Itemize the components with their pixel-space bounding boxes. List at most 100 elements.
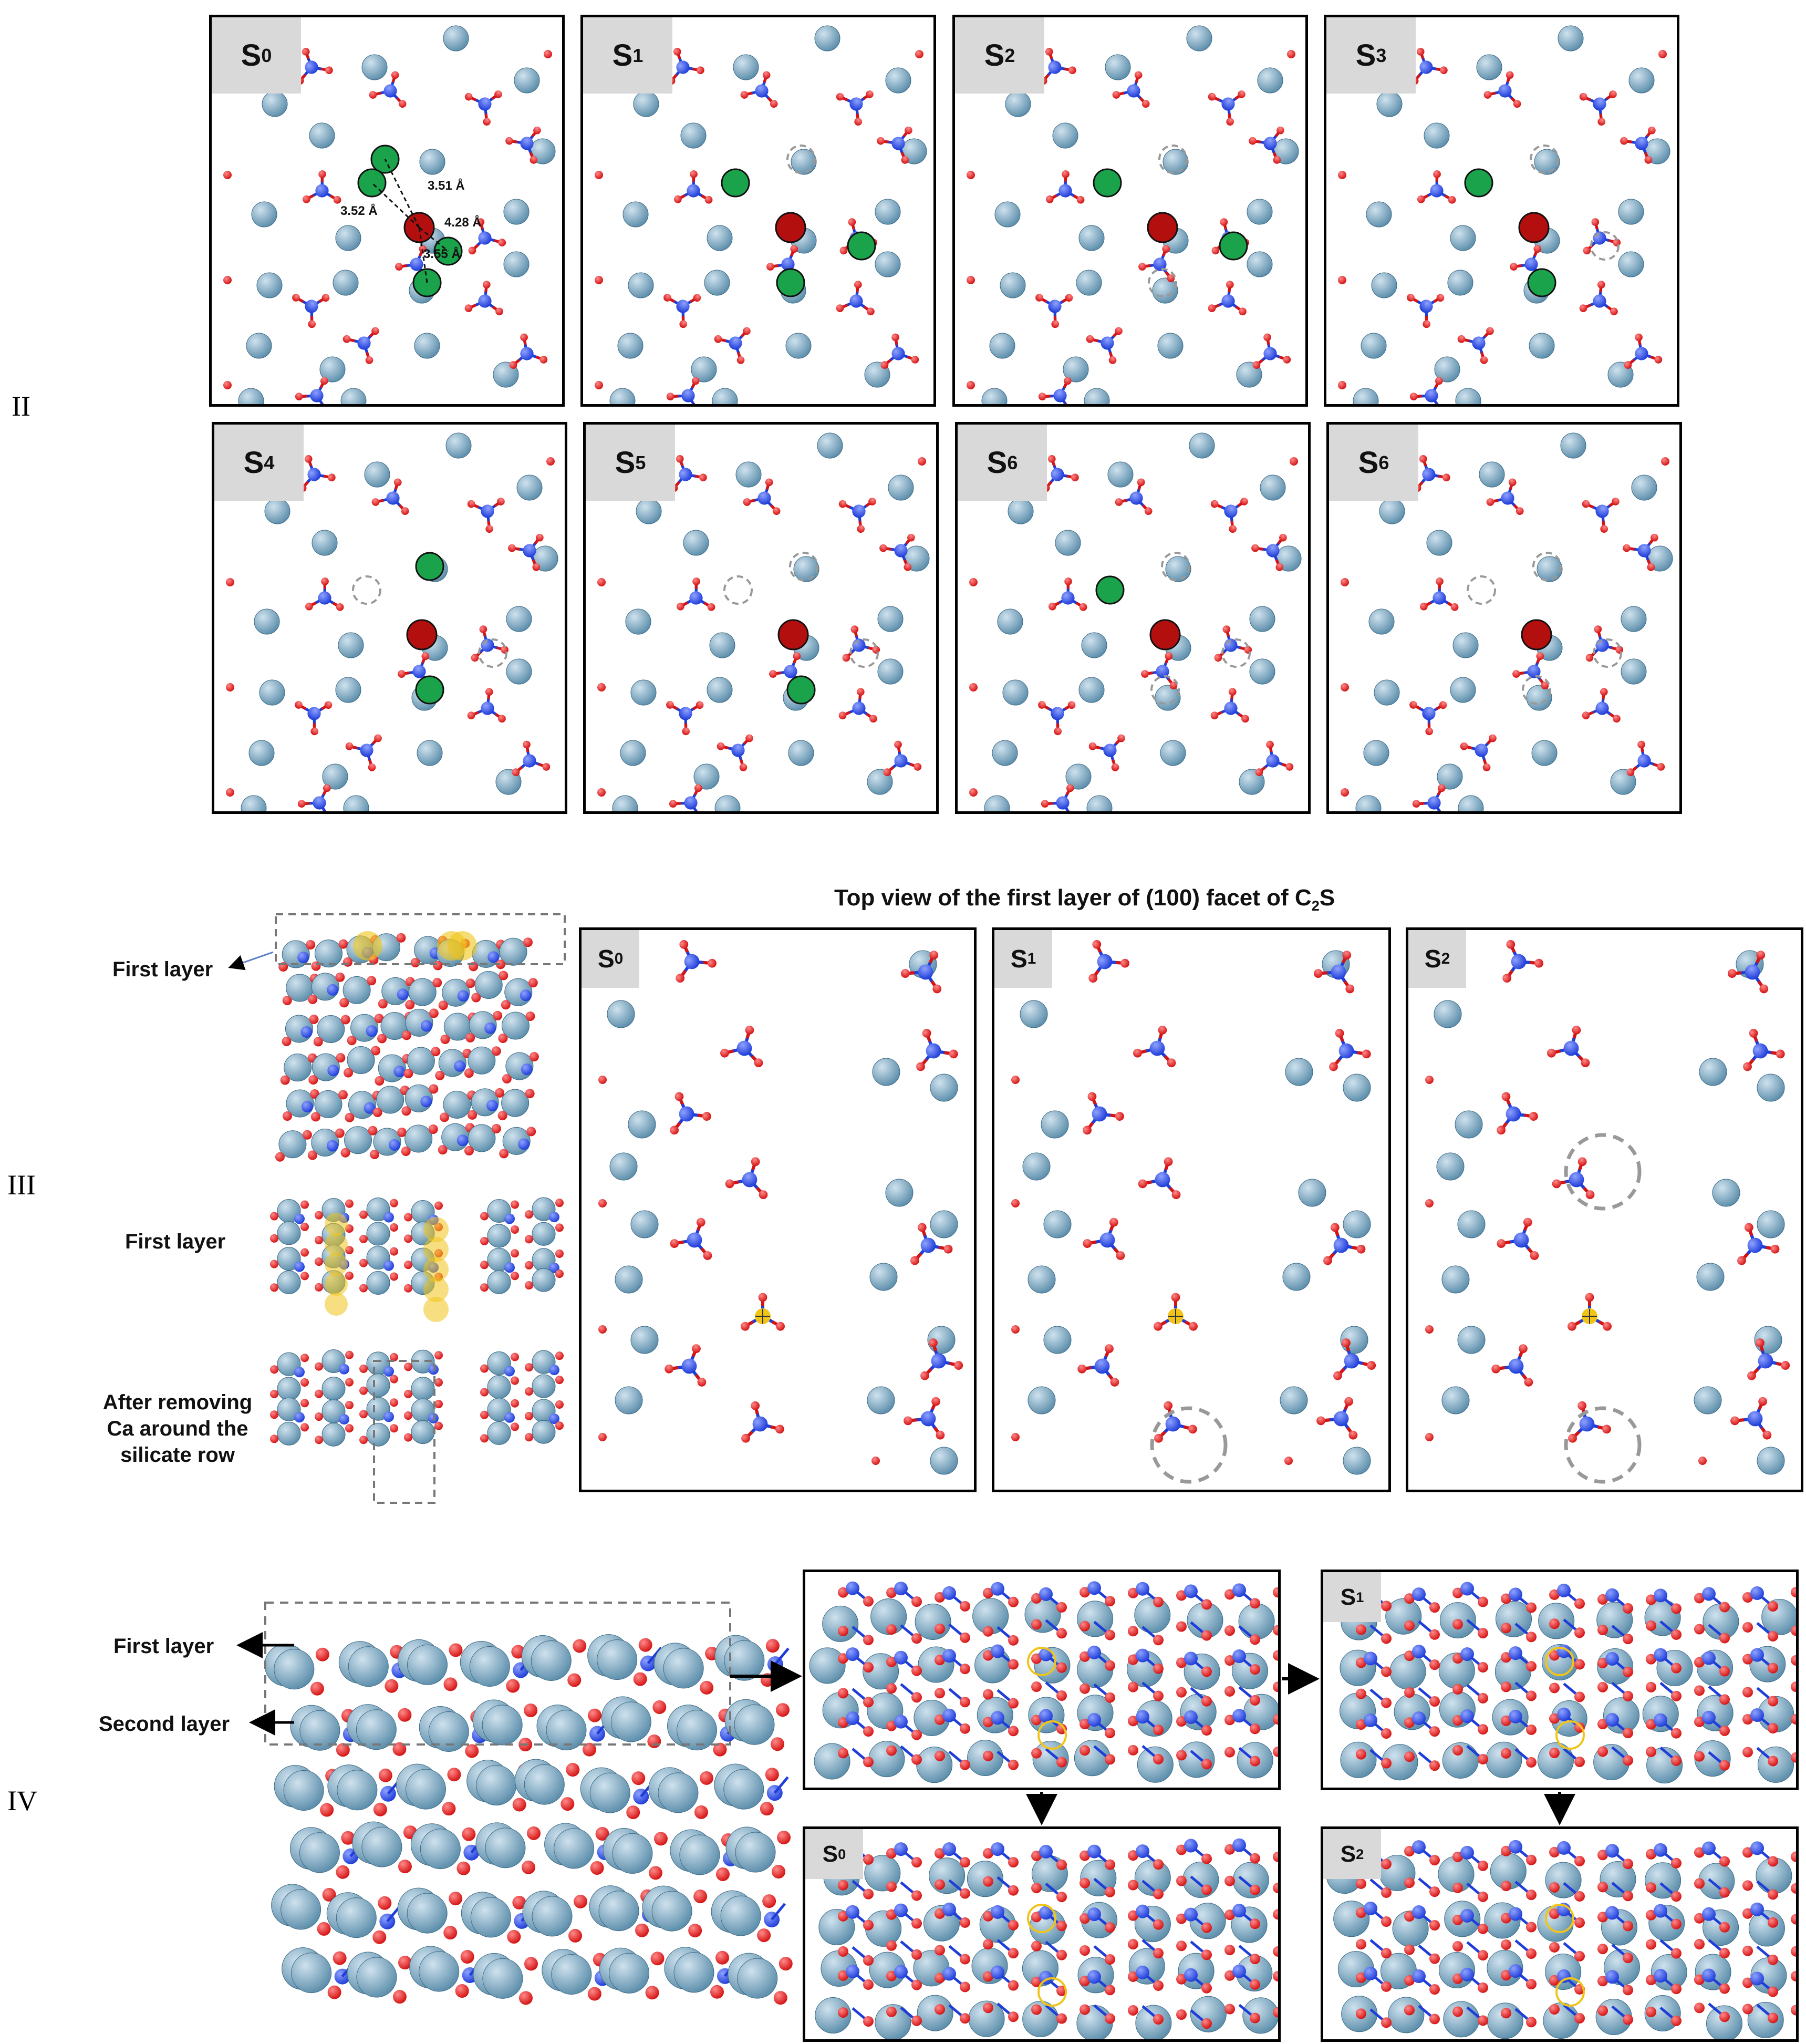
ca-atom: [642, 1885, 685, 1928]
o-atom: [935, 2004, 945, 2015]
ca-atom: [663, 1648, 704, 1689]
o-atom: [886, 1970, 897, 1981]
o-atom: [1356, 1624, 1366, 1635]
ca-atom: [487, 1270, 511, 1294]
o-atom: [673, 195, 682, 203]
si-atom: [383, 1260, 394, 1271]
removed-ca-marked: [415, 552, 444, 581]
ca-atom: [472, 940, 500, 968]
ca-atom: [714, 795, 741, 811]
o-atom: [530, 156, 538, 164]
center-ca-marked: [1521, 619, 1552, 651]
ca-atom: [1343, 1073, 1371, 1102]
ca-atom: [283, 1770, 324, 1811]
si-atom: [1654, 1648, 1667, 1662]
ca-atom: [1457, 1326, 1486, 1354]
si-atom: [318, 591, 331, 605]
o-atom: [1429, 1629, 1440, 1640]
o-atom: [915, 50, 923, 58]
ca-atom: [532, 1420, 556, 1444]
o-atom: [1031, 1850, 1042, 1861]
o-atom: [1671, 1857, 1682, 1868]
o-atom: [911, 1857, 922, 1868]
o-atom: [1419, 602, 1428, 611]
o-atom: [960, 1981, 970, 1993]
o-atom: [345, 1246, 354, 1255]
highlighted-ca: [1037, 1720, 1067, 1750]
ca-atom: [259, 679, 285, 706]
si-atom: [362, 946, 374, 958]
o-atom: [483, 118, 491, 126]
distance-label: 3.55 Å: [423, 247, 461, 261]
o-atom: [1719, 1602, 1730, 1613]
o-atom: [886, 1745, 897, 1756]
o-atom: [1429, 1760, 1440, 1771]
ca-atom: [733, 54, 759, 80]
o-atom: [1742, 1654, 1753, 1665]
o-atom: [1031, 1681, 1042, 1692]
o-atom: [1250, 1723, 1260, 1735]
ca-atom: [1353, 388, 1379, 404]
ca-atom: [411, 1398, 435, 1422]
o-atom: [295, 393, 303, 400]
o-atom: [1452, 1882, 1463, 1893]
o-atom: [525, 1210, 533, 1219]
ca-atom: [514, 1759, 557, 1802]
ca-atom: [693, 763, 720, 790]
o-atom: [1526, 1661, 1537, 1672]
silicate-unit: [1138, 245, 1175, 282]
o-atom: [1038, 393, 1046, 400]
ca-atom: [609, 1953, 650, 1994]
o-atom: [1549, 1682, 1560, 1694]
o-atom: [1694, 1624, 1705, 1635]
o-atom: [1478, 1950, 1488, 1961]
o-atom: [1381, 1601, 1392, 1612]
vacancy-marker: [1593, 638, 1622, 668]
o-atom: [652, 1700, 667, 1714]
o-atom: [404, 1433, 412, 1442]
si-atom: [1605, 1588, 1619, 1602]
o-atom: [1452, 1744, 1463, 1756]
o-atom: [359, 1364, 368, 1373]
si-atom: [549, 1365, 559, 1376]
o-atom: [1263, 333, 1271, 342]
si-atom: [1422, 468, 1436, 481]
o-atom: [886, 1624, 897, 1635]
si-atom: [1412, 1645, 1426, 1659]
o-atom: [398, 1860, 412, 1874]
o-atom: [1549, 2004, 1560, 2015]
silicate-unit: [1743, 1028, 1785, 1071]
o-atom: [1224, 1686, 1235, 1697]
o-atom: [1623, 1953, 1633, 1964]
si-atom: [942, 1967, 956, 1981]
si-atom: [383, 1212, 394, 1223]
o-atom: [838, 500, 847, 508]
o-atom: [1460, 742, 1468, 750]
o-atom: [1404, 1877, 1415, 1888]
ca-atom: [420, 1829, 461, 1870]
si-atom: [1232, 1709, 1246, 1723]
o-atom: [359, 1436, 368, 1444]
o-atom: [754, 1058, 763, 1068]
ca-atom: [487, 1224, 511, 1248]
ca-atom: [875, 2004, 911, 2039]
ca-atom: [1086, 795, 1113, 811]
o-atom: [555, 1223, 564, 1232]
o-atom: [1623, 1985, 1633, 1996]
o-atom: [397, 1127, 407, 1137]
o-atom: [1356, 2008, 1366, 2019]
ca-atom: [1371, 272, 1397, 298]
o-atom: [476, 218, 485, 226]
o-atom: [395, 263, 403, 271]
silicate-unit: [295, 377, 328, 404]
o-atom: [300, 1222, 309, 1231]
o-atom: [300, 1399, 309, 1408]
o-atom: [1768, 1601, 1778, 1612]
o-atom: [390, 1272, 398, 1281]
o-atom: [336, 603, 344, 611]
o-atom: [1719, 1694, 1730, 1705]
silicate-unit: [877, 126, 912, 164]
